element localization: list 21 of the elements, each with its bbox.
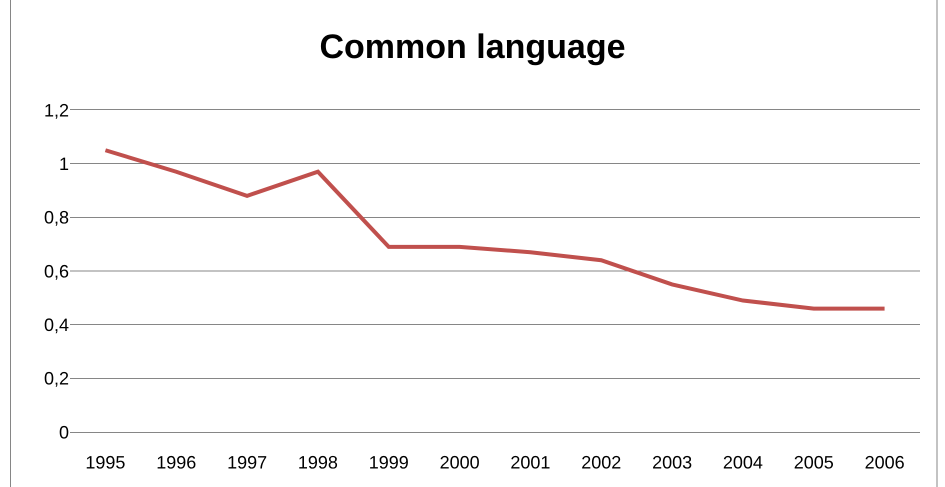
x-tick-label: 1995 <box>85 452 126 473</box>
chart-title: Common language <box>319 28 626 66</box>
x-tick-label: 2000 <box>440 452 480 473</box>
line-series <box>103 148 887 311</box>
y-tick-label: 0,6 <box>44 261 69 282</box>
x-tick-label: 2005 <box>794 452 834 473</box>
y-tick-label: 0,2 <box>44 368 69 389</box>
x-tick-label: 1999 <box>368 452 409 473</box>
x-tick-label: 2001 <box>510 452 550 473</box>
x-tick-label: 2006 <box>864 452 905 473</box>
x-tick-label: 2003 <box>652 452 692 473</box>
y-tick-label: 0,8 <box>44 208 69 228</box>
x-tick-label: 1998 <box>298 452 338 473</box>
x-tick-label: 2004 <box>722 452 763 473</box>
x-tick-label: 1997 <box>227 452 268 473</box>
y-tick-label: 0,4 <box>44 314 69 335</box>
y-tick-label: 0 <box>58 422 69 442</box>
x-tick-label: 2002 <box>581 452 622 473</box>
y-tick-label: 1,2 <box>44 100 69 120</box>
x-tick-label: 1996 <box>156 452 196 473</box>
y-tick-label: 1 <box>58 154 69 174</box>
